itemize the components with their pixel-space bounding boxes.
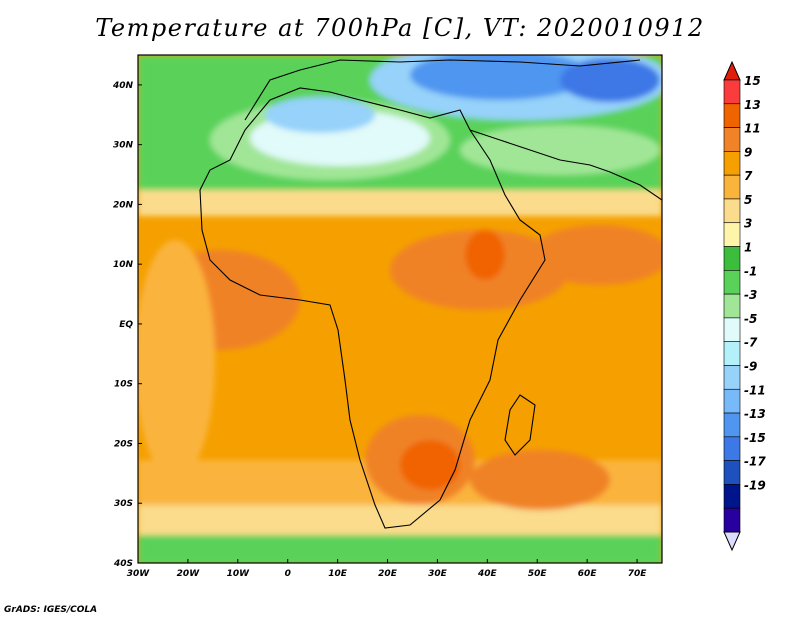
colorbar-swatch	[723, 198, 741, 224]
colorbar-swatch	[723, 341, 741, 366]
colorbar-swatch	[723, 412, 741, 438]
colorbar-swatch	[723, 293, 741, 319]
colorbar-level-label: -5	[744, 312, 757, 326]
colorbar-swatch	[723, 388, 741, 414]
colorbar-swatch	[723, 365, 741, 390]
colorbar-level-label: -19	[744, 478, 766, 492]
colorbar-top-arrow	[723, 60, 741, 81]
colorbar-level-label: 7	[744, 169, 753, 183]
plot-frame	[137, 54, 663, 564]
colorbar-swatch	[723, 507, 741, 533]
lat-label: 20S	[114, 439, 133, 449]
colorbar-swatch	[723, 436, 741, 461]
lat-label: 40S	[113, 559, 133, 569]
colorbar-level-label: -11	[744, 383, 766, 397]
lon-label: 30E	[428, 569, 448, 579]
lon-label: 0	[285, 569, 291, 579]
lon-label: 20E	[378, 569, 398, 579]
credit-label: GrADS: IGES/COLA	[4, 605, 97, 615]
colorbar-level-label: 5	[744, 193, 752, 207]
colorbar: 15 13 11 9 7 5 3 1 -1 -3 -5 -7 -9 -11 -13 -15 -17 -19	[723, 60, 766, 552]
lon-label: 30W	[127, 569, 151, 579]
lat-label: EQ	[119, 320, 133, 330]
colorbar-swatch	[723, 317, 741, 342]
colorbar-swatch	[723, 127, 741, 152]
colorbar-swatch	[723, 484, 741, 509]
colorbar-level-label: 13	[744, 98, 761, 112]
map-title: Temperature at 700hPa [C], VT: 202001091…	[95, 14, 705, 42]
coastline	[199, 59, 662, 529]
lon-label: 20W	[177, 569, 201, 579]
axis-labels: 30W 20W 10W 0 10E 20E 30E 40E 50E 60E 70E 40N 30N 20N…	[112, 81, 647, 579]
lat-label: 10N	[113, 260, 134, 270]
colorbar-level-label: -9	[744, 359, 757, 373]
colorbar-level-label: 3	[744, 217, 752, 231]
lon-label: 10W	[227, 569, 251, 579]
lat-label: 20N	[113, 200, 134, 210]
lat-label: 30N	[113, 141, 134, 151]
colorbar-level-label: -1	[744, 264, 757, 278]
lat-label: 10S	[114, 380, 133, 390]
colorbar-level-label: 9	[744, 145, 752, 159]
colorbar-swatch	[723, 103, 741, 128]
colorbar-swatch	[723, 460, 741, 485]
lon-label: 60E	[578, 569, 598, 579]
lat-label: 40N	[112, 81, 134, 91]
lon-label: 70E	[628, 569, 648, 579]
lon-label: 10E	[328, 569, 348, 579]
lon-label: 50E	[528, 569, 548, 579]
colorbar-level-label: -3	[744, 288, 757, 302]
lat-label: 30S	[114, 499, 133, 509]
temperature-field	[138, 55, 662, 563]
colorbar-level-label: 1	[744, 241, 752, 255]
colorbar-level-label: 15	[744, 74, 761, 88]
lon-label: 40E	[477, 569, 498, 579]
colorbar-level-label: -13	[744, 407, 766, 421]
colorbar-swatch	[723, 174, 741, 200]
colorbar-level-label: -7	[744, 336, 758, 350]
colorbar-level-label: -17	[744, 455, 766, 469]
colorbar-level-label: -15	[744, 431, 766, 445]
colorbar-swatch	[723, 246, 741, 271]
colorbar-swatch	[723, 222, 741, 247]
colorbar-bottom-arrow	[723, 531, 741, 552]
colorbar-swatch	[723, 151, 741, 176]
colorbar-level-label: 11	[744, 122, 761, 136]
colorbar-swatch	[723, 79, 741, 105]
colorbar-swatch	[723, 270, 741, 295]
